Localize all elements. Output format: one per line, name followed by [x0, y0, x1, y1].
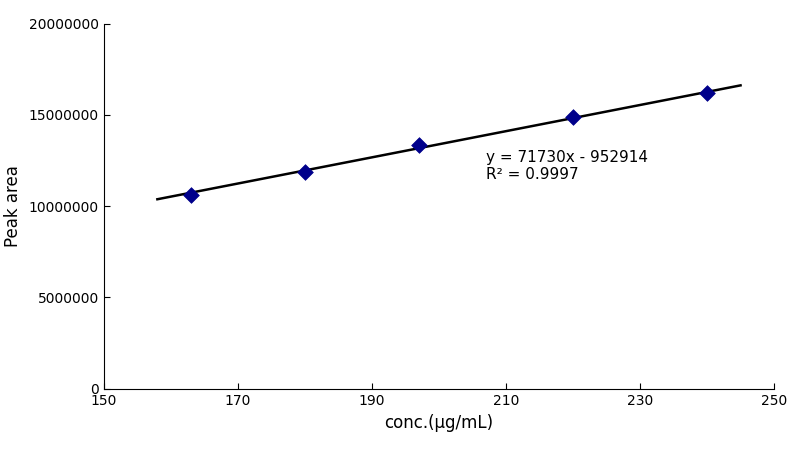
- X-axis label: conc.(μg/mL): conc.(μg/mL): [385, 414, 493, 432]
- Point: [298, 168, 311, 175]
- Point: [184, 191, 197, 199]
- Point: [701, 89, 713, 97]
- Text: y = 71730x - 952914
R² = 0.9997: y = 71730x - 952914 R² = 0.9997: [486, 150, 648, 182]
- Point: [567, 113, 579, 120]
- Point: [413, 141, 425, 149]
- Y-axis label: Peak area: Peak area: [4, 165, 22, 247]
